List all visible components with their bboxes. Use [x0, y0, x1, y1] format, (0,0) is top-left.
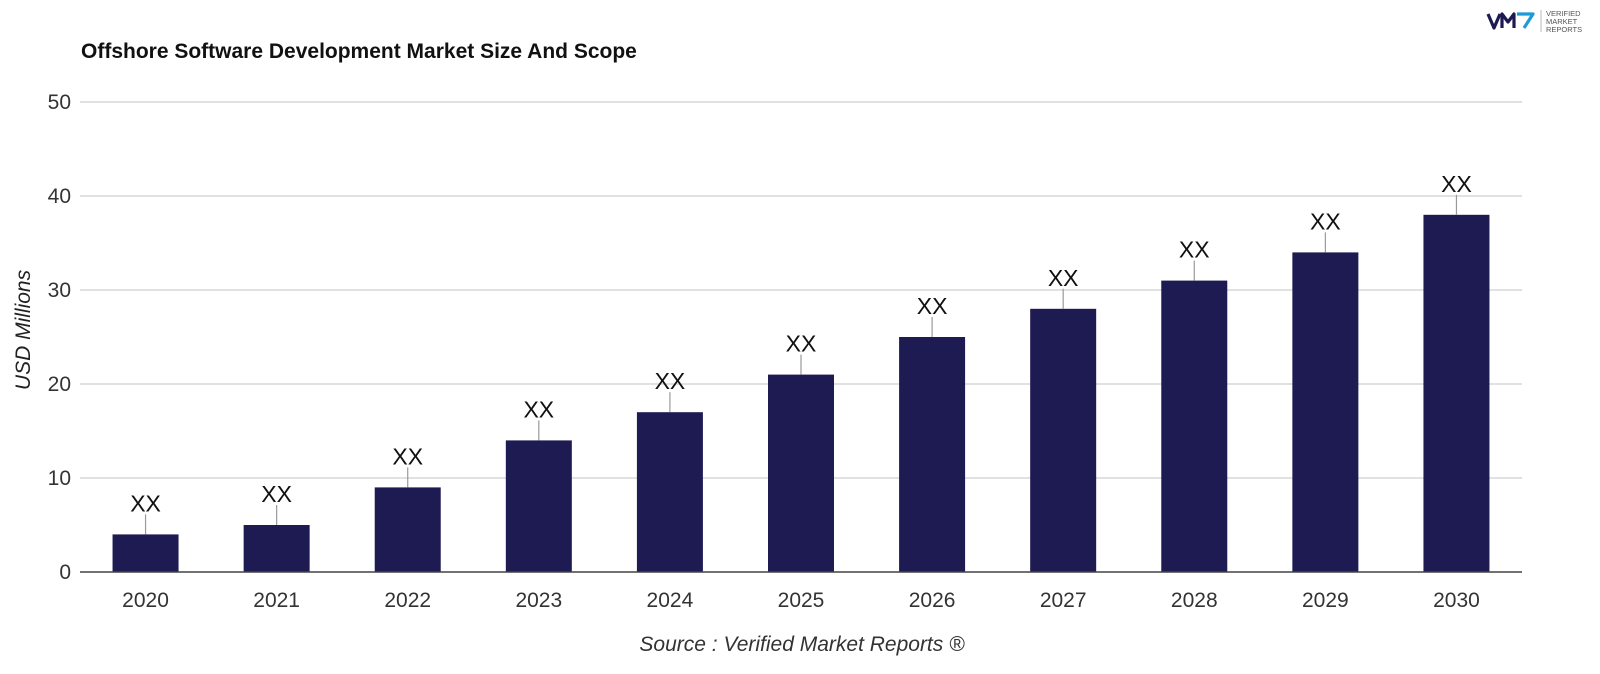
chart-title: Offshore Software Development Market Siz… — [81, 40, 637, 63]
vmr-logo: VERIFIED MARKET REPORTS — [1486, 9, 1582, 34]
y-tick-label: 30 — [48, 279, 71, 302]
bar-2029 — [1292, 252, 1359, 572]
bar-2023 — [505, 440, 572, 572]
data-label: XX — [655, 368, 686, 394]
y-axis-label: USD Millions — [12, 269, 35, 390]
bar-2021 — [243, 525, 310, 572]
logo-line-2: MARKET — [1546, 17, 1578, 26]
bar-2024 — [636, 412, 703, 572]
bar-2030 — [1423, 214, 1490, 573]
x-tick-label: 2021 — [253, 589, 300, 612]
bar-2025 — [768, 374, 834, 572]
data-label: XX — [130, 490, 161, 516]
bars — [112, 214, 1490, 573]
y-tick-label: 40 — [48, 185, 71, 208]
data-labels: XX XX XX XX XX XX XX XX XX XX XX — [130, 171, 1472, 517]
logo-line-1: VERIFIED — [1546, 9, 1581, 18]
logo-line-3: REPORTS — [1546, 25, 1582, 34]
bar-2027 — [1030, 308, 1097, 572]
y-tick-label: 10 — [48, 467, 71, 490]
x-tick-label: 2020 — [122, 589, 169, 612]
data-label: XX — [1441, 171, 1472, 197]
source-note: Source : Verified Market Reports ® — [639, 633, 965, 656]
x-tick-labels: 2020 2021 2022 2023 2024 2025 2026 2027 2028 2029… — [122, 589, 1480, 612]
data-label-leaders — [144, 194, 1458, 535]
y-tick-label: 20 — [48, 373, 71, 396]
x-tick-label: 2029 — [1302, 589, 1349, 612]
y-tick-label: 0 — [59, 561, 71, 584]
data-label: XX — [523, 396, 554, 422]
x-tick-label: 2027 — [1040, 589, 1087, 612]
data-label: XX — [1310, 208, 1341, 234]
x-tick-label: 2026 — [909, 589, 956, 612]
data-label: XX — [1179, 237, 1210, 263]
x-tick-label: 2025 — [778, 589, 825, 612]
data-label: XX — [917, 293, 948, 319]
x-tick-label: 2030 — [1433, 589, 1480, 612]
y-tick-label: 50 — [48, 91, 71, 114]
data-label: XX — [392, 443, 423, 469]
bar-2026 — [899, 337, 966, 572]
x-tick-label: 2028 — [1171, 589, 1218, 612]
x-tick-label: 2024 — [647, 589, 694, 612]
vmr-logo-icon — [1486, 12, 1535, 30]
y-tick-labels: 0 10 20 30 40 50 — [48, 91, 71, 584]
bar-2020 — [112, 534, 179, 572]
x-tick-label: 2022 — [384, 589, 431, 612]
x-tick-label: 2023 — [515, 589, 562, 612]
bar-2022 — [374, 487, 441, 572]
data-label: XX — [261, 481, 292, 507]
bar-2028 — [1161, 280, 1228, 572]
data-label: XX — [1048, 265, 1079, 291]
data-label: XX — [786, 331, 817, 357]
